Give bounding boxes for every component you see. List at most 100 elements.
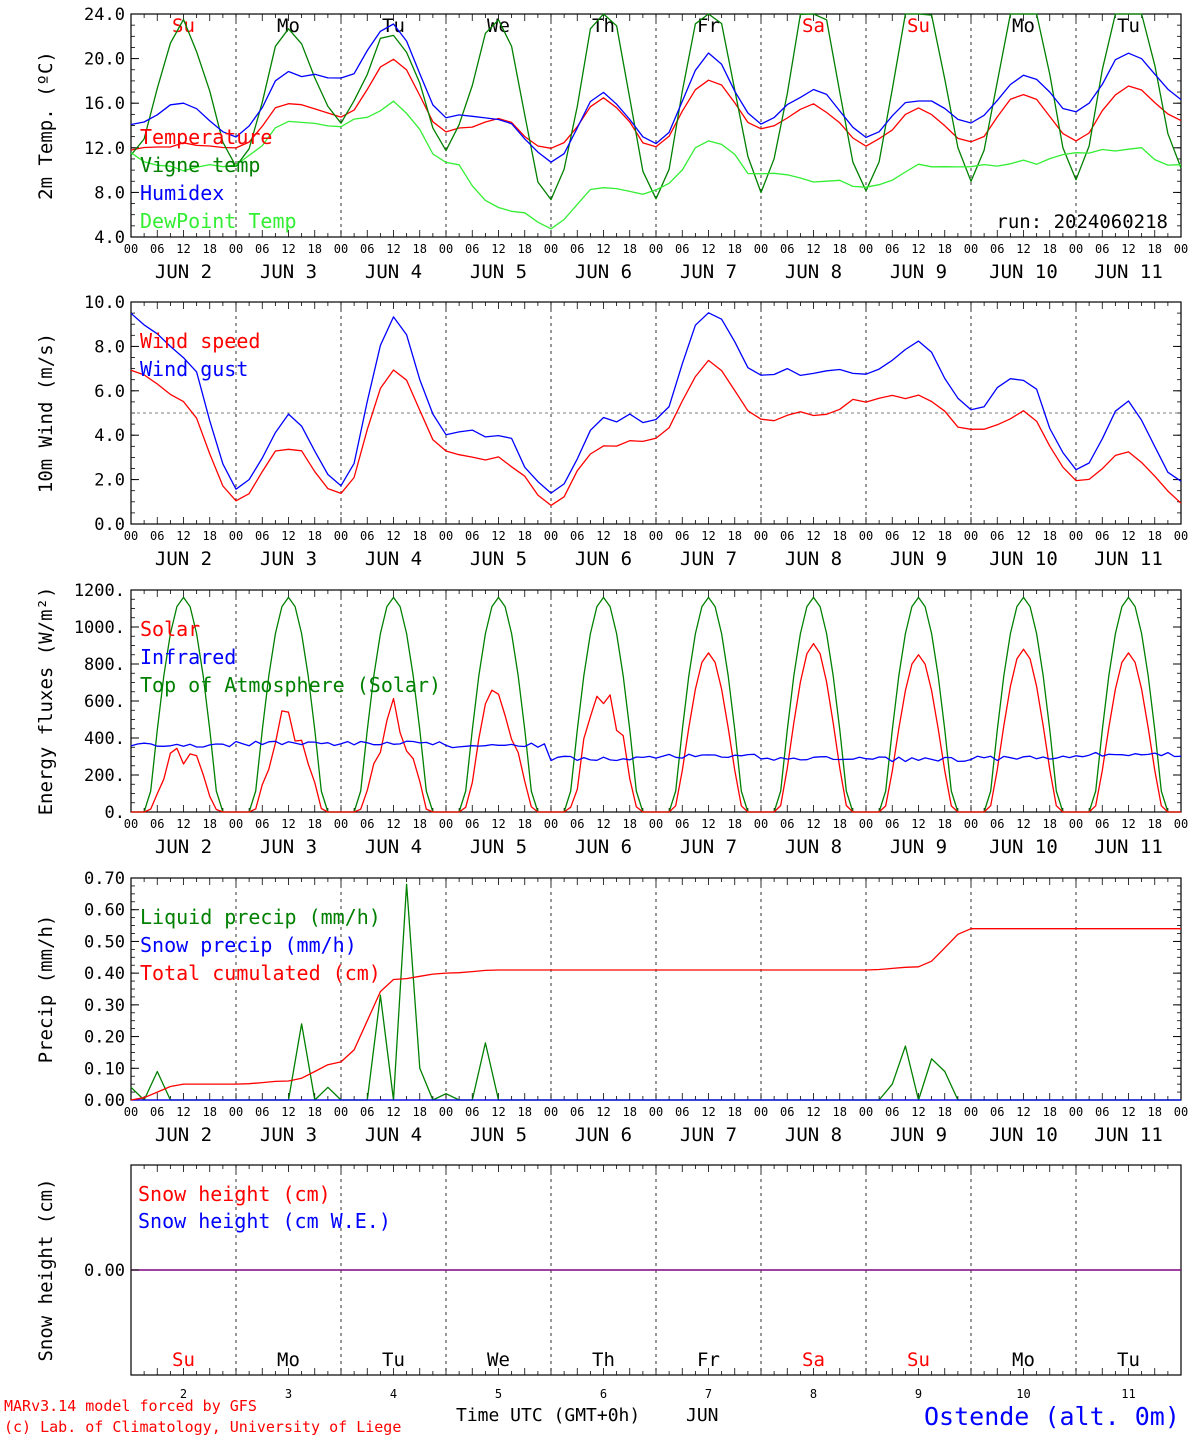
panel-1: 00 06 12 18 00 06 12 18 00 06 12 18 00 06 12 18 00 06 12 18… bbox=[35, 5, 1188, 283]
time-axis-label: Time UTC (GMT+0h) bbox=[456, 1405, 641, 1426]
y-tick-label: 400. bbox=[84, 729, 125, 749]
date-label: JUN 10 bbox=[989, 548, 1058, 570]
hour-tick-label: 12 bbox=[701, 242, 715, 256]
series-wind-gust bbox=[130, 312, 1182, 494]
hour-tick-label: 18 bbox=[623, 242, 637, 256]
hour-tick-label: 00 bbox=[859, 529, 873, 543]
y-axis-label: Energy fluxes (W/m²) bbox=[35, 587, 57, 816]
day-name: Su bbox=[172, 1349, 195, 1371]
date-label: JUN 10 bbox=[989, 261, 1058, 283]
hour-tick-label: 00 bbox=[649, 242, 663, 256]
date-label: JUN 9 bbox=[890, 548, 947, 570]
y-tick-label: 10.0 bbox=[84, 293, 125, 313]
hour-tick-label: 00 bbox=[649, 1105, 663, 1119]
hour-tick-label: 12 bbox=[491, 242, 505, 256]
date-label: JUN 10 bbox=[989, 836, 1058, 858]
date-label: JUN 6 bbox=[575, 548, 632, 570]
hour-tick-label: 18 bbox=[938, 817, 952, 831]
hour-tick-label: 12 bbox=[596, 242, 610, 256]
day-name: Sa bbox=[802, 15, 825, 37]
hour-tick-label: 06 bbox=[255, 1105, 269, 1119]
hour-tick-label: 06 bbox=[675, 529, 689, 543]
hour-tick-label: 06 bbox=[990, 1105, 1004, 1119]
hour-tick-label: 18 bbox=[623, 817, 637, 831]
hour-tick-label: 00 bbox=[124, 817, 138, 831]
hour-tick-label: 12 bbox=[176, 1105, 190, 1119]
hour-tick-label: 12 bbox=[806, 1105, 820, 1119]
legend-solar: Solar bbox=[140, 617, 200, 641]
legend-total-cumulated-cm: Total cumulated (cm) bbox=[140, 961, 381, 985]
hour-tick-label: 18 bbox=[728, 242, 742, 256]
hour-tick-label: 12 bbox=[1121, 817, 1135, 831]
y-tick-label: 6.0 bbox=[94, 382, 125, 402]
hour-tick-label: 12 bbox=[176, 529, 190, 543]
hour-tick-label: 06 bbox=[780, 529, 794, 543]
hour-tick-label: 18 bbox=[308, 242, 322, 256]
hour-tick-label: 12 bbox=[176, 242, 190, 256]
hour-tick-label: 18 bbox=[728, 817, 742, 831]
hour-tick-label: 06 bbox=[570, 1105, 584, 1119]
day-name: Su bbox=[907, 1349, 930, 1371]
hour-tick-label: 00 bbox=[439, 1105, 453, 1119]
hour-tick-label: 00 bbox=[124, 1105, 138, 1119]
hour-tick-label: 00 bbox=[439, 817, 453, 831]
date-label: JUN 6 bbox=[575, 1124, 632, 1146]
y-tick-label: 0.40 bbox=[84, 964, 125, 984]
day-name: We bbox=[487, 1349, 510, 1371]
hour-tick-label: 00 bbox=[754, 529, 768, 543]
date-label: JUN 3 bbox=[260, 1124, 317, 1146]
date-label: JUN 5 bbox=[470, 261, 527, 283]
date-label: JUN 10 bbox=[989, 1124, 1058, 1146]
date-label: JUN 4 bbox=[365, 836, 422, 858]
y-tick-label: 0. bbox=[105, 803, 125, 823]
hour-tick-label: 18 bbox=[1043, 817, 1057, 831]
hour-tick-label: 18 bbox=[413, 1105, 427, 1119]
day-number: 2 bbox=[180, 1387, 187, 1401]
date-label: JUN 11 bbox=[1094, 836, 1163, 858]
day-name: Su bbox=[907, 15, 930, 37]
date-label: JUN 7 bbox=[680, 548, 737, 570]
panel-4: 00 06 12 18 00 06 12 18 00 06 12 18 00 06 12 18 00 06 12 18… bbox=[35, 869, 1188, 1146]
hour-tick-label: 18 bbox=[413, 529, 427, 543]
hour-tick-label: 00 bbox=[124, 242, 138, 256]
series-temperature bbox=[130, 58, 1182, 151]
hour-tick-label: 00 bbox=[334, 242, 348, 256]
hour-tick-label: 00 bbox=[1174, 529, 1188, 543]
date-label: JUN 7 bbox=[680, 836, 737, 858]
y-tick-label: 0.0 bbox=[94, 515, 125, 535]
legend-humidex: Humidex bbox=[140, 181, 224, 205]
day-name: Fr bbox=[697, 15, 720, 37]
legend-wind-speed: Wind speed bbox=[140, 329, 260, 353]
hour-tick-label: 00 bbox=[229, 1105, 243, 1119]
hour-tick-label: 18 bbox=[833, 817, 847, 831]
hour-tick-label: 18 bbox=[833, 242, 847, 256]
hour-tick-label: 06 bbox=[675, 817, 689, 831]
date-label: JUN 9 bbox=[890, 1124, 947, 1146]
hour-tick-label: 18 bbox=[203, 1105, 217, 1119]
hour-tick-label: 12 bbox=[1016, 529, 1030, 543]
day-name: Sa bbox=[802, 1349, 825, 1371]
day-number: 8 bbox=[810, 1387, 817, 1401]
date-label: JUN 11 bbox=[1094, 261, 1163, 283]
run-label: run: 2024060218 bbox=[996, 211, 1168, 233]
hour-tick-label: 06 bbox=[150, 817, 164, 831]
hour-tick-label: 18 bbox=[518, 529, 532, 543]
date-label: JUN 3 bbox=[260, 261, 317, 283]
hour-tick-label: 00 bbox=[1069, 242, 1083, 256]
hour-tick-label: 06 bbox=[255, 817, 269, 831]
hour-tick-label: 00 bbox=[229, 529, 243, 543]
hour-tick-label: 06 bbox=[570, 817, 584, 831]
hour-tick-label: 06 bbox=[1095, 1105, 1109, 1119]
hour-tick-label: 18 bbox=[623, 1105, 637, 1119]
y-tick-label: 800. bbox=[84, 655, 125, 675]
panel-2: 00 06 12 18 00 06 12 18 00 06 12 18 00 06 12 18 00 06 12 18… bbox=[35, 293, 1188, 570]
y-tick-label: 24.0 bbox=[84, 5, 125, 25]
y-tick-label: 0.10 bbox=[84, 1059, 125, 1079]
hour-tick-label: 00 bbox=[859, 817, 873, 831]
day-number: 10 bbox=[1016, 1387, 1030, 1401]
date-label: JUN 8 bbox=[785, 1124, 842, 1146]
hour-tick-label: 12 bbox=[701, 1105, 715, 1119]
hour-tick-label: 06 bbox=[360, 242, 374, 256]
hour-tick-label: 12 bbox=[701, 529, 715, 543]
